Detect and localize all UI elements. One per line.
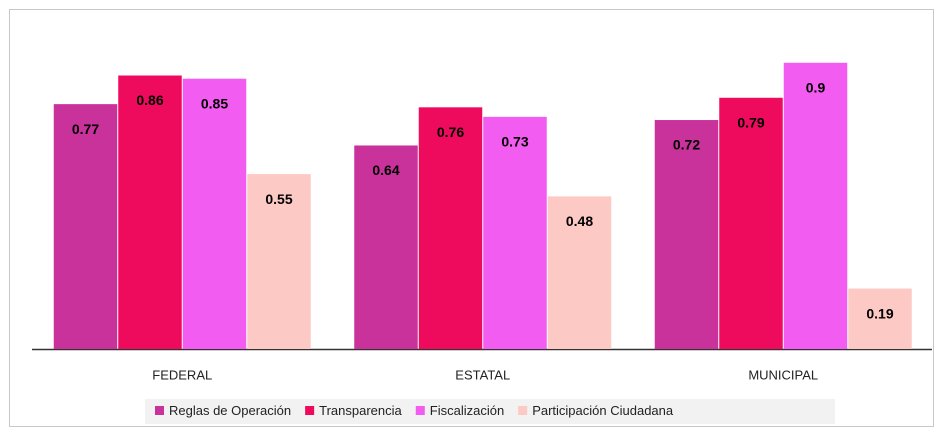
legend-label: Reglas de Operación bbox=[169, 403, 291, 418]
legend-label: Fiscalización bbox=[430, 403, 504, 418]
legend-label: Participación Ciudadana bbox=[532, 403, 674, 418]
x-tick-label: ESTATAL bbox=[455, 367, 510, 382]
legend-swatch bbox=[518, 406, 528, 415]
x-tick-label: MUNICIPAL bbox=[748, 367, 818, 382]
bar bbox=[848, 288, 912, 349]
bar bbox=[418, 107, 483, 349]
data-label: 0.64 bbox=[372, 162, 399, 178]
bar bbox=[483, 116, 547, 349]
data-label: 0.86 bbox=[136, 92, 163, 108]
bar bbox=[547, 196, 612, 349]
data-label: 0.85 bbox=[201, 95, 228, 111]
legend-swatch bbox=[305, 406, 315, 415]
bar bbox=[118, 75, 182, 350]
bar bbox=[53, 104, 118, 349]
data-label: 0.55 bbox=[265, 191, 292, 207]
bar bbox=[247, 174, 311, 349]
data-label: 0.19 bbox=[866, 305, 893, 321]
data-label: 0.77 bbox=[72, 121, 99, 137]
data-label: 0.72 bbox=[673, 137, 700, 153]
bar bbox=[182, 78, 247, 349]
bar bbox=[783, 62, 848, 350]
x-tick-label: FEDERAL bbox=[152, 367, 212, 382]
data-label: 0.48 bbox=[566, 213, 593, 229]
legend-swatch bbox=[155, 406, 164, 415]
legend-swatch bbox=[415, 406, 425, 415]
bar bbox=[719, 97, 783, 349]
legend-label: Transparencia bbox=[319, 403, 402, 418]
data-label: 0.76 bbox=[437, 124, 464, 140]
bar bbox=[654, 120, 719, 349]
data-label: 0.73 bbox=[501, 134, 528, 150]
data-label: 0.9 bbox=[806, 80, 826, 96]
legend-box bbox=[145, 399, 835, 424]
data-label: 0.79 bbox=[737, 114, 764, 130]
bar bbox=[354, 145, 418, 349]
